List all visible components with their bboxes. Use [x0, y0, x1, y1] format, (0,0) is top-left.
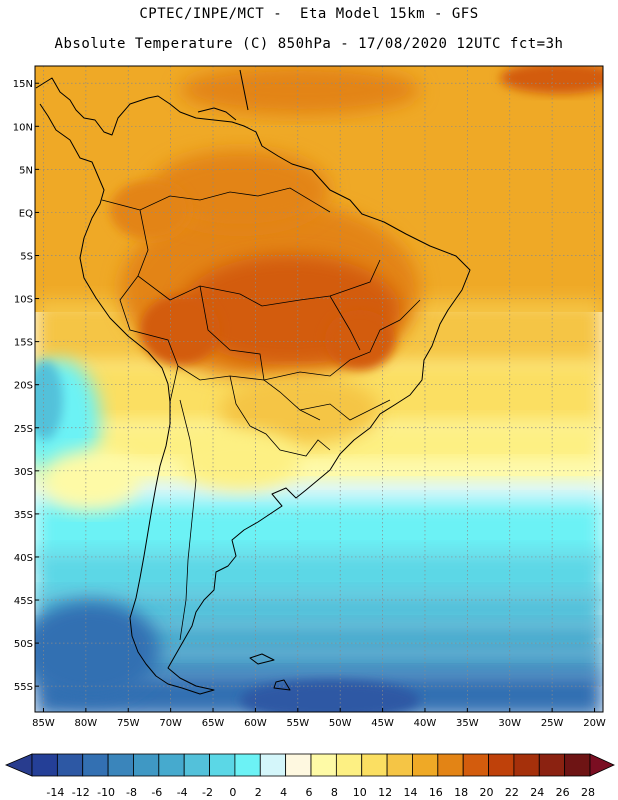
lat-label: 5S: [20, 251, 33, 262]
lon-label: 30W: [498, 718, 521, 729]
lon-label: 40W: [414, 718, 437, 729]
colorbar-swatch: [158, 753, 185, 777]
lon-label: 45W: [371, 718, 394, 729]
longitude-labels: 85W 80W 75W 70W 65W 60W 55W 50W 45W 40W 35W 30W 25W 2…: [32, 708, 606, 729]
colorbar-label: 4: [280, 786, 287, 799]
colorbar-label: 14: [403, 786, 417, 799]
colorbar-swatch: [361, 753, 388, 777]
colorbar-label: 16: [429, 786, 443, 799]
colorbar-swatch: [133, 753, 160, 777]
colorbar-label: -14: [46, 786, 64, 799]
colorbar-swatch: [335, 753, 363, 777]
colorbar-label: 28: [581, 786, 595, 799]
colorbar-swatch: [183, 753, 210, 777]
colorbar-swatch: [462, 753, 489, 777]
colorbar-label: 12: [378, 786, 392, 799]
lat-label: 15S: [14, 338, 33, 349]
lon-label: 65W: [202, 718, 225, 729]
colorbar-swatch: [234, 753, 261, 777]
lon-label: 70W: [159, 718, 182, 729]
latitude-labels: 15N 10N 5N EQ 5S 10S 15S 20S 25S 30S 35S 40S 45S 50S 5…: [13, 79, 39, 693]
lat-label: 50S: [14, 639, 33, 650]
colorbar-label: 8: [331, 786, 338, 799]
colorbar-swatch: [513, 753, 540, 777]
colorbar-swatch: [82, 753, 109, 777]
lat-label: 5N: [19, 165, 33, 176]
colorbar-label: 26: [556, 786, 570, 799]
colorbar-swatch: [285, 753, 312, 777]
colorbar-label: 20: [480, 786, 494, 799]
colorbar-label: 22: [505, 786, 519, 799]
lon-label: 60W: [244, 718, 267, 729]
colorbar-label: -10: [97, 786, 115, 799]
lon-label: 35W: [456, 718, 479, 729]
colorbar-swatch: [56, 753, 84, 777]
plot-frame: [34, 65, 604, 713]
lat-label: 15N: [13, 79, 33, 90]
colorbar-swatch: [107, 753, 134, 777]
colorbar-swatch: [538, 753, 566, 777]
colorbar-label: 10: [353, 786, 367, 799]
lon-label: 75W: [117, 718, 140, 729]
lat-label: 40S: [14, 553, 33, 564]
grid-lines: [35, 66, 603, 712]
lat-label: 10S: [14, 295, 33, 306]
colorbar-swatch: [488, 753, 515, 777]
lon-label: 80W: [75, 718, 98, 729]
colorbar-swatch: [386, 753, 413, 777]
lat-label: 35S: [14, 510, 33, 521]
lon-label: 25W: [541, 718, 564, 729]
colorbar-labels: -14 -12 -10 -8 -6 -4 -2 0 2 4 6 8 10 12 14 16 18 20 22 24 26…: [46, 786, 595, 799]
lat-label: 30S: [14, 467, 33, 478]
map-title-line1: CPTEC/INPE/MCT - Eta Model 15km - GFS: [139, 6, 479, 22]
colorbar-swatch: [310, 753, 337, 777]
lat-label: 55S: [14, 682, 33, 693]
colorbar-label: -6: [151, 786, 162, 799]
colorbar-under-arrow: [4, 753, 33, 777]
lon-label: 20W: [583, 718, 606, 729]
lon-label: 85W: [32, 718, 55, 729]
lon-label: 50W: [329, 718, 352, 729]
colorbar-label: 2: [255, 786, 262, 799]
lat-label: 20S: [14, 381, 33, 392]
colorbar-label: -12: [72, 786, 90, 799]
coastlines: [35, 69, 471, 695]
colorbar-label: 18: [454, 786, 468, 799]
colorbar-over-arrow: [589, 753, 615, 777]
lat-label: 45S: [14, 596, 33, 607]
colorbar-swatch: [437, 753, 464, 777]
lat-label: EQ: [19, 208, 33, 219]
colorbar-swatch: [259, 753, 287, 777]
lat-label: 10N: [13, 122, 33, 133]
colorbar-swatch: [412, 753, 439, 777]
colorbar-label: -2: [202, 786, 213, 799]
lon-label: 55W: [286, 718, 309, 729]
temperature-field: [35, 66, 603, 712]
colorbar-swatch: [31, 753, 58, 777]
colorbar-label: 6: [306, 786, 313, 799]
colorbar-swatch: [564, 753, 591, 777]
colorbar-label: -8: [126, 786, 137, 799]
map-title-line2: Absolute Temperature (C) 850hPa - 17/08/…: [54, 36, 564, 52]
colorbar-label: 24: [530, 786, 544, 799]
lat-label: 25S: [14, 424, 33, 435]
colorbar-label: 0: [229, 786, 236, 799]
colorbar-label: -4: [177, 786, 188, 799]
colorbar: [4, 753, 615, 777]
country-borders: [101, 187, 421, 641]
colorbar-swatch: [209, 753, 236, 777]
